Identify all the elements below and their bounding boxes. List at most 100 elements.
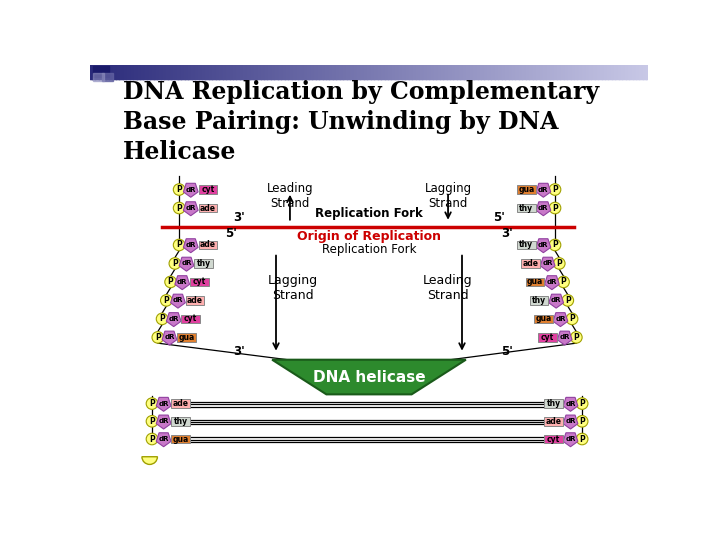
Polygon shape xyxy=(156,433,171,447)
Text: P: P xyxy=(570,314,575,323)
Text: cyt: cyt xyxy=(201,185,215,194)
Bar xyxy=(93,65,109,77)
Circle shape xyxy=(146,416,158,427)
Text: P: P xyxy=(168,278,174,286)
Text: Replication Fork: Replication Fork xyxy=(322,244,416,256)
Bar xyxy=(530,296,549,305)
Bar xyxy=(199,204,217,212)
Circle shape xyxy=(174,184,185,195)
Polygon shape xyxy=(563,397,578,411)
Text: 5': 5' xyxy=(493,211,505,224)
Text: P: P xyxy=(552,240,558,249)
Text: thy: thy xyxy=(519,240,534,249)
Text: cyt: cyt xyxy=(184,314,197,323)
Text: cyt: cyt xyxy=(541,333,554,342)
Text: gua: gua xyxy=(518,185,534,194)
Text: P: P xyxy=(580,399,585,408)
Text: gua: gua xyxy=(535,314,552,323)
Text: P: P xyxy=(155,333,161,342)
Text: ade: ade xyxy=(187,296,203,305)
Circle shape xyxy=(146,433,158,445)
Bar xyxy=(539,333,557,342)
Text: dR: dR xyxy=(565,436,576,442)
Text: Leading
Strand: Leading Strand xyxy=(266,182,313,210)
Bar xyxy=(521,259,540,268)
Polygon shape xyxy=(171,294,185,308)
Polygon shape xyxy=(536,202,551,215)
Polygon shape xyxy=(544,276,559,289)
Text: thy: thy xyxy=(532,296,546,305)
Polygon shape xyxy=(184,202,198,215)
Text: dR: dR xyxy=(551,298,562,303)
Bar xyxy=(102,72,113,81)
Bar xyxy=(186,296,204,305)
Bar xyxy=(93,73,104,81)
Text: P: P xyxy=(580,417,585,426)
Circle shape xyxy=(161,295,172,306)
Circle shape xyxy=(549,239,561,251)
Polygon shape xyxy=(549,294,564,308)
Text: dR: dR xyxy=(555,316,566,322)
Circle shape xyxy=(549,184,561,195)
Polygon shape xyxy=(563,433,578,447)
Text: P: P xyxy=(172,259,178,268)
Text: Lagging
Strand: Lagging Strand xyxy=(425,182,472,210)
Polygon shape xyxy=(536,239,551,253)
Circle shape xyxy=(152,332,163,343)
Circle shape xyxy=(549,202,561,214)
Polygon shape xyxy=(272,360,466,394)
Bar xyxy=(199,241,217,249)
Text: DNA Replication by Complementary
Base Pairing: Unwinding by DNA
Helicase: DNA Replication by Complementary Base Pa… xyxy=(122,80,598,164)
Text: ade: ade xyxy=(200,204,216,213)
Text: ade: ade xyxy=(173,399,189,408)
Bar xyxy=(171,435,190,443)
Text: ade: ade xyxy=(200,240,216,249)
Text: P: P xyxy=(557,259,562,268)
Text: 3': 3' xyxy=(233,345,245,358)
Text: dR: dR xyxy=(158,418,169,424)
Circle shape xyxy=(174,239,185,251)
Bar xyxy=(171,417,190,426)
Text: dR: dR xyxy=(542,260,553,266)
Text: dR: dR xyxy=(565,418,576,424)
Bar xyxy=(544,435,563,443)
Circle shape xyxy=(576,416,588,427)
Text: dR: dR xyxy=(538,205,549,211)
Circle shape xyxy=(558,276,570,288)
Text: P: P xyxy=(561,278,567,286)
Text: dR: dR xyxy=(565,401,576,407)
Bar xyxy=(517,185,536,194)
Text: P: P xyxy=(159,314,165,323)
Text: Leading
Strand: Leading Strand xyxy=(423,274,473,302)
Circle shape xyxy=(576,398,588,409)
Text: thy: thy xyxy=(197,259,211,268)
Polygon shape xyxy=(536,183,551,197)
Polygon shape xyxy=(166,313,181,327)
Text: P: P xyxy=(163,296,169,305)
Text: dR: dR xyxy=(158,436,169,442)
Circle shape xyxy=(570,332,582,343)
Text: P: P xyxy=(149,399,155,408)
Polygon shape xyxy=(563,415,578,429)
Text: Origin of Replication: Origin of Replication xyxy=(297,230,441,242)
Text: Replication Fork: Replication Fork xyxy=(315,207,423,220)
Polygon shape xyxy=(540,257,555,271)
Bar xyxy=(526,278,544,286)
Polygon shape xyxy=(162,331,177,345)
Text: thy: thy xyxy=(174,417,188,426)
Text: dR: dR xyxy=(177,279,187,285)
Polygon shape xyxy=(557,331,572,345)
Polygon shape xyxy=(179,257,194,271)
Circle shape xyxy=(576,433,588,445)
Text: P: P xyxy=(552,185,558,194)
Text: 3': 3' xyxy=(233,211,245,224)
Text: dR: dR xyxy=(173,298,183,303)
Text: cyt: cyt xyxy=(546,435,560,443)
Text: dR: dR xyxy=(186,205,196,211)
Circle shape xyxy=(169,258,181,269)
Text: P: P xyxy=(149,417,155,426)
Text: P: P xyxy=(565,296,571,305)
Bar xyxy=(181,315,200,323)
Circle shape xyxy=(562,295,574,306)
Bar xyxy=(190,278,209,286)
